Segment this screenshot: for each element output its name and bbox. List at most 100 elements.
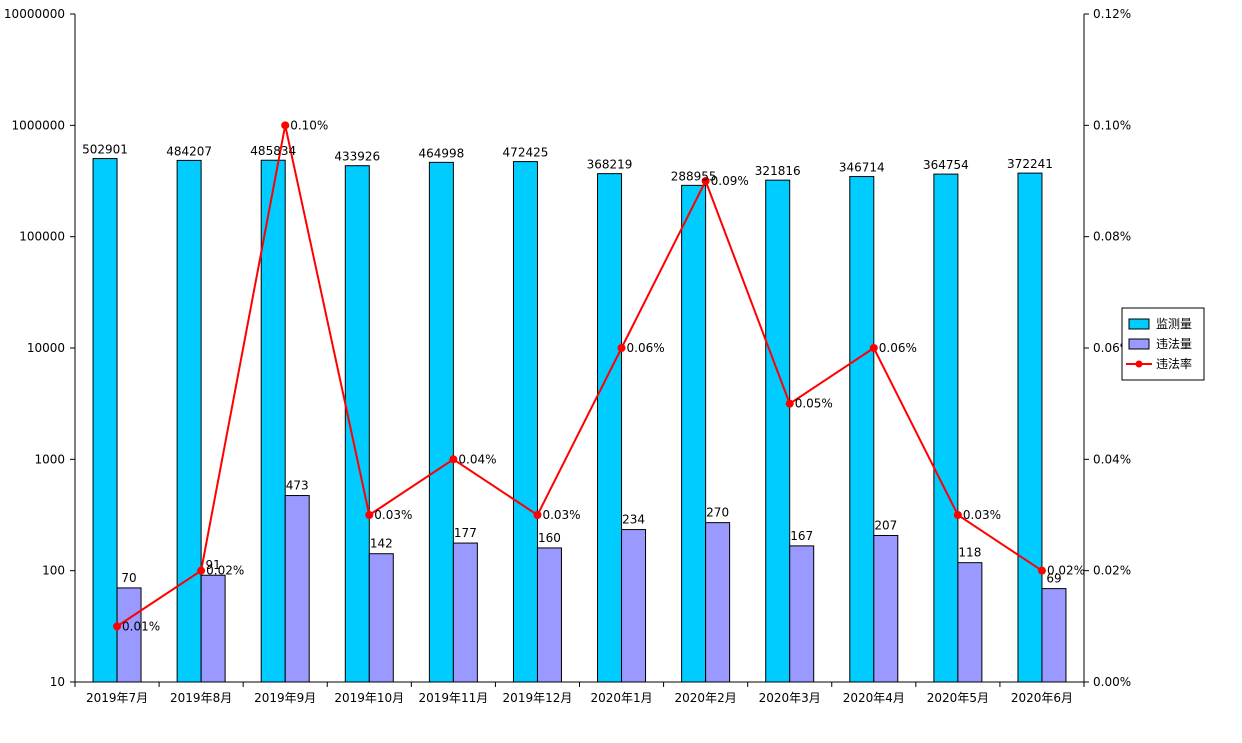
bar-violation-label: 473	[286, 479, 309, 493]
rate-point	[113, 622, 122, 631]
x-tick-label: 2019年7月	[86, 691, 148, 705]
rate-label: 0.05%	[795, 397, 833, 411]
x-tick-label: 2019年9月	[254, 691, 316, 705]
left-tick-label: 10000000	[4, 7, 65, 21]
bar-monitor-label: 372241	[1007, 157, 1053, 171]
rate-point	[701, 177, 710, 185]
rate-label: 0.03%	[542, 508, 580, 522]
bar-violation	[957, 562, 983, 683]
bar-violation-label: 91	[205, 558, 220, 572]
left-tick-label: 10000	[27, 341, 65, 355]
left-tick-label: 10	[50, 675, 65, 689]
bar-violation	[1041, 588, 1067, 683]
bar-monitor	[933, 173, 959, 683]
right-tick-label: 0.02%	[1093, 564, 1131, 578]
left-tick-label: 1000	[34, 452, 65, 466]
bar-violation-label: 160	[538, 531, 561, 545]
rate-point	[785, 399, 794, 408]
x-tick-label: 2020年5月	[927, 691, 989, 705]
legend-label: 违法率	[1156, 356, 1192, 371]
rate-point	[869, 344, 878, 352]
bar-monitor-label: 364754	[923, 158, 969, 172]
rate-label: 0.03%	[374, 508, 412, 522]
data-labels: 502901 70 484207 91 485834 473 433926 142 464998…	[82, 118, 1085, 633]
bar-monitor-label: 288955	[671, 169, 717, 183]
bar-violation	[452, 542, 478, 683]
rate-label: 0.01%	[122, 619, 160, 633]
x-tick-label: 2020年1月	[590, 691, 652, 705]
bar-violation-label: 167	[790, 529, 813, 543]
bar-monitor	[260, 159, 286, 683]
rate-point	[197, 566, 206, 575]
rate-point	[365, 511, 374, 519]
x-tick-label: 2020年2月	[675, 691, 737, 705]
bar-monitor	[849, 176, 875, 683]
legend-marker	[1135, 360, 1143, 368]
rate-label: 0.02%	[206, 564, 244, 578]
bar-violation	[621, 529, 647, 683]
bar-monitor-label: 485834	[250, 144, 296, 158]
bar-violation	[536, 547, 562, 683]
bar-violation-label: 207	[874, 518, 897, 532]
bar-monitor-label: 464998	[418, 146, 464, 160]
x-tick-label: 2019年11月	[418, 691, 488, 705]
rate-label: 0.09%	[711, 174, 749, 188]
bar-violation-label: 177	[454, 526, 477, 540]
bar-monitor-label: 368219	[587, 158, 633, 172]
bar-violation	[705, 522, 731, 683]
axes: 10 100 1000 10000 100000 1000000 10000000 0.00%…	[4, 7, 1131, 705]
rate-point	[533, 511, 542, 519]
bar-monitor-label: 472425	[503, 146, 549, 160]
rate-point	[617, 344, 626, 352]
bar-monitor-label: 346714	[839, 161, 885, 175]
rate-label: 0.03%	[963, 508, 1001, 522]
bar-monitor	[428, 161, 454, 683]
bar-violation	[368, 553, 394, 683]
rate-point	[449, 455, 458, 464]
bars	[92, 158, 1067, 683]
legend-label: 违法量	[1156, 337, 1192, 351]
rate-line	[113, 121, 1046, 631]
bar-monitor	[597, 173, 623, 683]
legend-swatch	[1128, 338, 1150, 350]
rate-polyline	[116, 125, 1043, 628]
rate-label: 0.10%	[290, 118, 328, 132]
bar-violation-label: 118	[958, 546, 981, 560]
right-tick-label: 0.10%	[1093, 118, 1131, 132]
rate-label: 0.04%	[458, 452, 496, 466]
x-tick-label: 2020年3月	[759, 691, 821, 705]
rate-point	[1037, 566, 1046, 575]
bar-violation	[284, 495, 310, 683]
bar-monitor-label: 484207	[166, 144, 212, 158]
bar-monitor-label: 321816	[755, 164, 801, 178]
left-tick-label: 100000	[19, 230, 65, 244]
bar-violation-label: 70	[121, 571, 136, 585]
rate-label: 0.06%	[879, 341, 917, 355]
bar-monitor	[176, 159, 202, 683]
bar-monitor	[512, 161, 538, 683]
bar-monitor	[765, 179, 791, 683]
x-tick-label: 2019年12月	[503, 691, 573, 705]
bar-monitor	[1017, 172, 1043, 683]
left-tick-label: 1000000	[12, 118, 65, 132]
rate-point	[281, 121, 290, 130]
legend-label: 监测量	[1156, 317, 1192, 331]
right-tick-label: 0.08%	[1093, 230, 1131, 244]
x-tick-label: 2019年10月	[334, 691, 404, 705]
left-tick-label: 100	[42, 564, 65, 578]
rate-label: 0.06%	[627, 341, 665, 355]
x-tick-label: 2020年6月	[1011, 691, 1073, 705]
bar-monitor	[681, 184, 707, 683]
bar-monitor	[92, 158, 118, 683]
bar-violation-label: 69	[1046, 572, 1061, 586]
x-tick-label: 2019年8月	[170, 691, 232, 705]
right-tick-label: 0.04%	[1093, 452, 1131, 466]
right-tick-label: 0.12%	[1093, 7, 1131, 21]
bar-violation	[200, 574, 226, 683]
bar-violation-label: 142	[370, 537, 393, 551]
bar-violation-label: 270	[706, 506, 729, 520]
bar-violation	[789, 545, 815, 683]
rate-point	[953, 511, 962, 519]
